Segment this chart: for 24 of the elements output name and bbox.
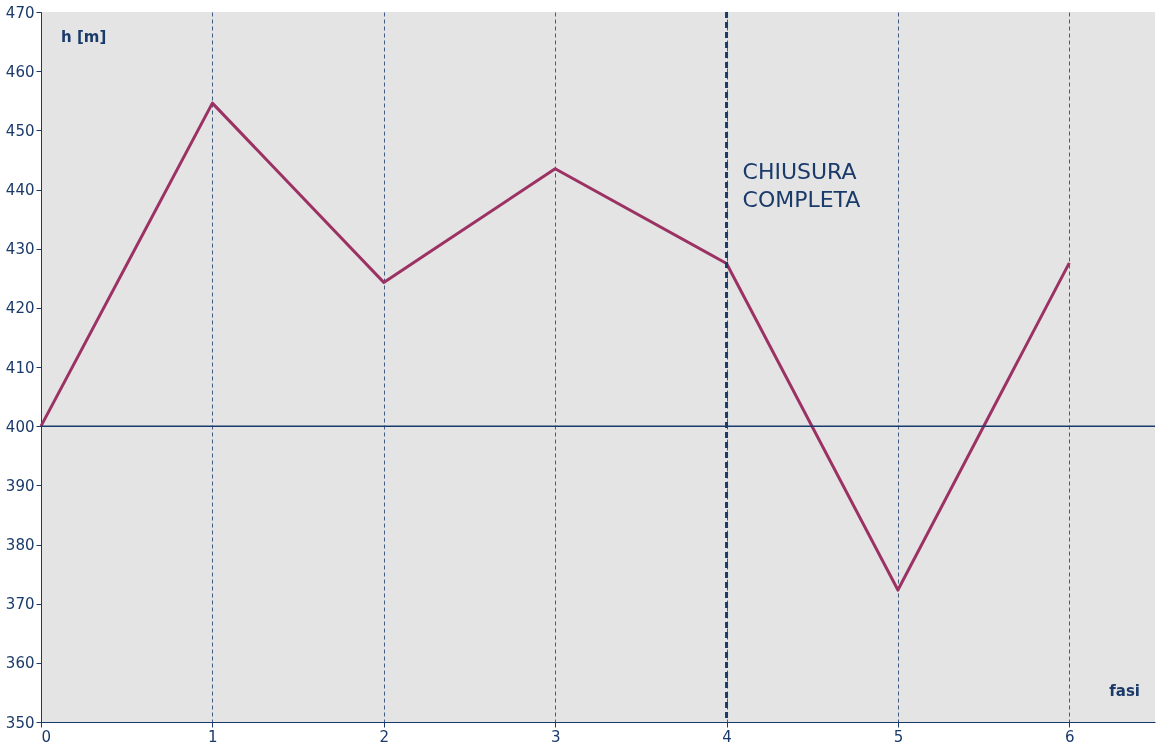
y-tick-label: 440 [5, 181, 35, 199]
x-axis-title: fasi [1109, 682, 1140, 700]
line-series [39, 101, 1071, 592]
y-tick-label: 350 [5, 713, 35, 732]
x-tick-label: 4 [722, 727, 732, 746]
x-tick-label: 6 [1065, 727, 1075, 746]
y-tick-label: 360 [5, 654, 35, 673]
y-axis-title: h [m] [61, 28, 107, 46]
x-tick-label: 2 [379, 727, 390, 746]
y-tick-label: 420 [5, 299, 35, 318]
x-tick-label: 0 [41, 727, 52, 746]
y-tick-label: 390 [5, 476, 35, 495]
y-tick-label: 450 [5, 121, 35, 140]
ref-line-label: CHIUSURA COMPLETA [742, 159, 861, 212]
x-tick-label: 1 [208, 727, 218, 746]
x-tick-label: 5 [893, 727, 904, 746]
x-tick-label: 3 [550, 727, 561, 746]
y-tick-label: 370 [5, 595, 35, 614]
y-tick-label: 470 [5, 3, 35, 22]
y-tick-label: 460 [5, 62, 35, 81]
y-tick-label: 400 [5, 417, 35, 436]
y-tick-label: 430 [5, 240, 35, 259]
y-tick-label: 410 [5, 358, 35, 377]
y-tick-label: 380 [5, 536, 35, 554]
